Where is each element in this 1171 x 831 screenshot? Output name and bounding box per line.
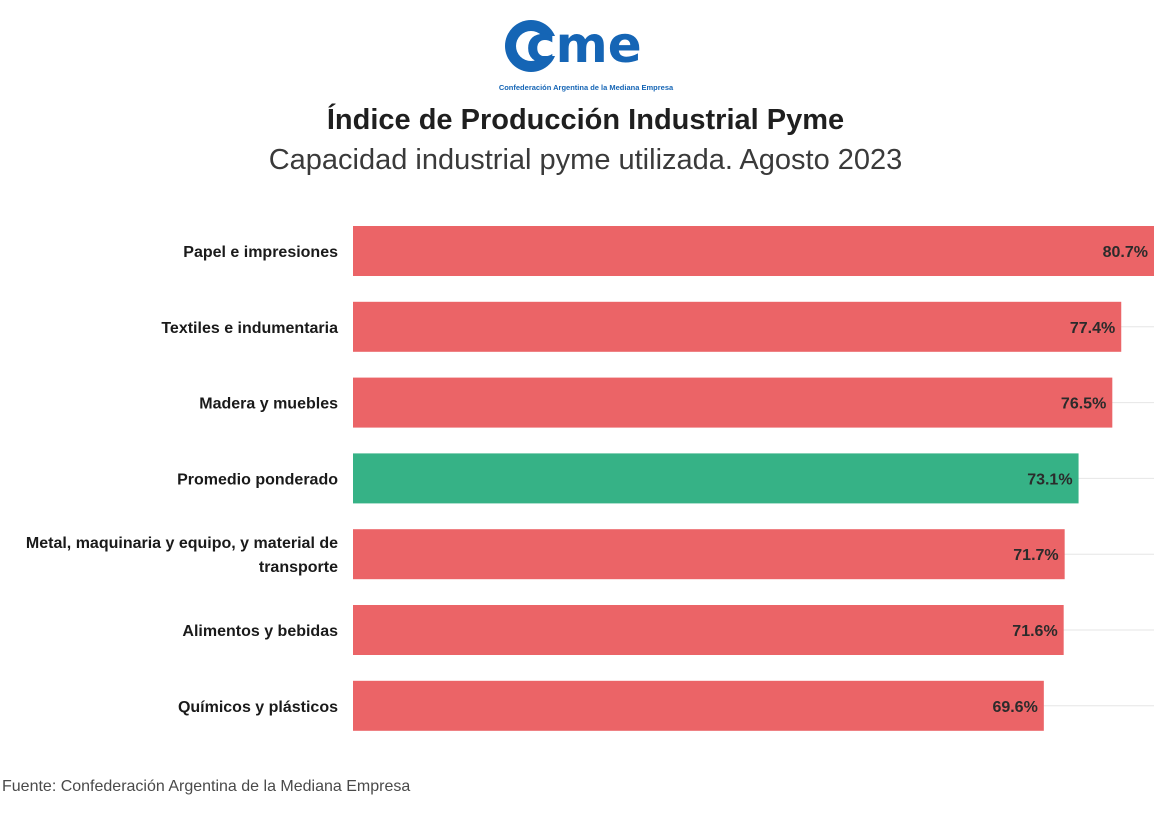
category-label-line: Alimentos y bebidas [182,623,338,640]
category-label-line: Madera y muebles [199,396,338,413]
bar [353,605,1064,655]
category-label: Metal, maquinaria y equipo, y material d… [26,535,338,576]
bar [353,301,1122,352]
category-label: Promedio ponderado [177,471,338,488]
category-label-line: Promedio ponderado [177,471,338,488]
data-label: 69.6% [992,699,1037,716]
category-label: Alimentos y bebidas [182,623,338,640]
bar [353,226,1154,276]
logo-ring-gap [531,36,561,56]
category-label: Textiles e indumentaria [161,320,338,337]
logo-caption: Confederación Argentina de la Mediana Em… [499,83,674,92]
category-label: Químicos y plásticos [178,699,338,716]
category-label-line: Químicos y plásticos [178,699,338,716]
category-label-line: Papel e impresiones [183,244,338,261]
data-label: 80.7% [1103,244,1148,261]
source-note: Fuente: Confederación Argentina de la Me… [2,778,411,795]
category-label: Madera y muebles [199,396,338,413]
category-label-line: Metal, maquinaria y equipo, y material d… [26,535,338,552]
chart-title: Índice de Producción Industrial Pyme [326,104,845,136]
cme-logo: cme Confederación Argentina de la Median… [499,16,674,92]
category-label: Papel e impresiones [183,244,338,261]
data-label: 77.4% [1070,320,1115,337]
chart-subtitle: Capacidad industrial pyme utilizada. Ago… [268,144,903,176]
bar [353,453,1079,504]
data-label: 73.1% [1027,471,1072,488]
category-label-line: transporte [259,559,338,576]
data-label: 76.5% [1061,396,1106,413]
data-label: 71.6% [1012,623,1057,640]
category-label-line: Textiles e indumentaria [161,320,338,337]
bar [353,377,1113,428]
bar [353,529,1065,580]
data-label: 71.7% [1013,547,1058,564]
bar [353,680,1044,731]
logo-wordmark: cme [526,16,642,74]
